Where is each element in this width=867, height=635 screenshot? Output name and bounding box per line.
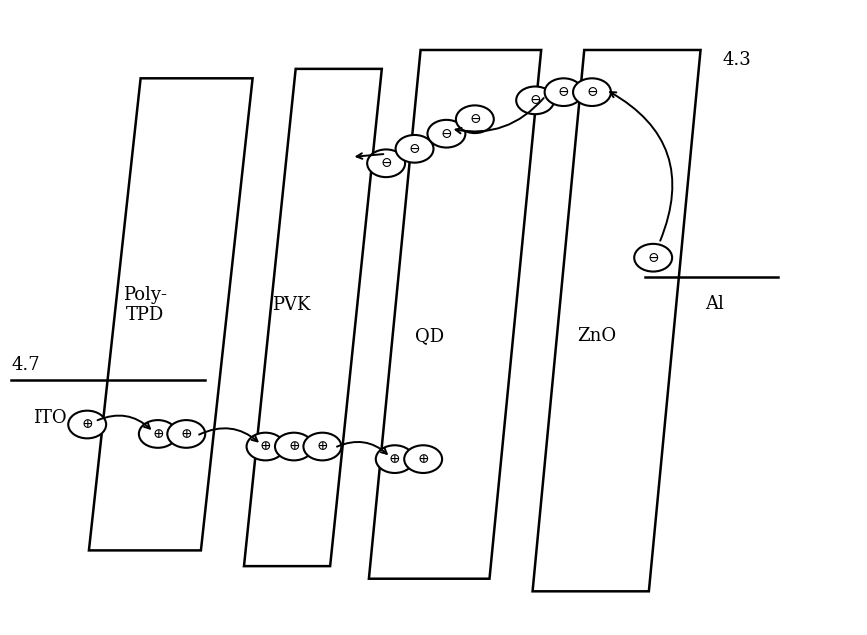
Text: ⊖: ⊖ [557,85,570,99]
Circle shape [367,149,405,177]
Polygon shape [244,69,381,566]
Circle shape [456,105,494,133]
Text: Al: Al [705,295,724,314]
Circle shape [404,445,442,473]
Text: ⊖: ⊖ [440,127,453,141]
Circle shape [139,420,177,448]
Text: ZnO: ZnO [577,328,616,345]
Text: ⊕: ⊕ [81,417,93,432]
Circle shape [395,135,434,163]
Text: ⊖: ⊖ [586,85,598,99]
Polygon shape [368,50,541,578]
Text: 4.3: 4.3 [722,51,751,69]
Circle shape [573,78,611,106]
Circle shape [303,432,342,460]
Text: ⊕: ⊕ [316,439,329,453]
Text: ⊖: ⊖ [408,142,420,156]
Text: QD: QD [414,328,444,345]
Text: ⊕: ⊕ [288,439,300,453]
Text: ITO: ITO [33,409,67,427]
Text: ⊖: ⊖ [381,156,392,170]
Circle shape [167,420,205,448]
Text: ⊖: ⊖ [469,112,480,126]
Circle shape [516,86,554,114]
Polygon shape [532,50,701,591]
Text: ⊕: ⊕ [389,452,401,466]
Text: ⊖: ⊖ [648,251,659,265]
Text: ⊕: ⊕ [152,427,164,441]
Circle shape [375,445,414,473]
Text: ⊕: ⊕ [417,452,429,466]
Circle shape [635,244,672,272]
Text: ⊕: ⊕ [260,439,271,453]
Text: Poly-
TPD: Poly- TPD [123,286,167,324]
Circle shape [246,432,284,460]
Text: 4.7: 4.7 [11,356,40,374]
Circle shape [68,411,106,438]
Text: PVK: PVK [272,296,310,314]
Text: ⊕: ⊕ [180,427,192,441]
Circle shape [427,120,466,147]
Text: ⊖: ⊖ [530,93,541,107]
Circle shape [544,78,583,106]
Circle shape [275,432,313,460]
Polygon shape [89,78,252,551]
